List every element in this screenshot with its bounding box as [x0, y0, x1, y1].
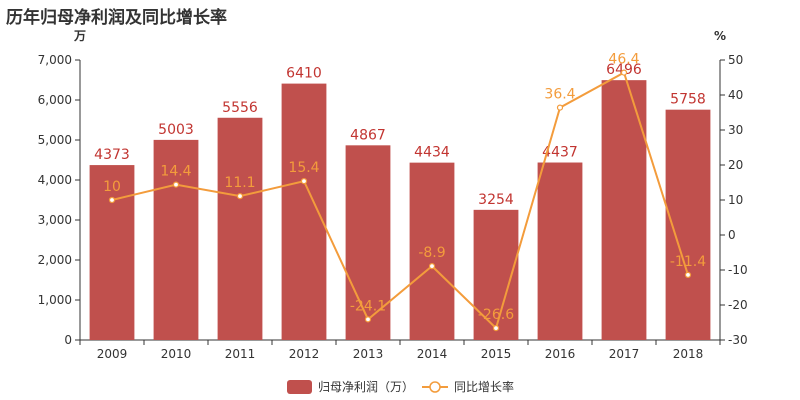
y-right-tick-label: -30	[728, 333, 748, 347]
bar	[537, 162, 583, 340]
x-tick-label: 2015	[481, 347, 512, 361]
y-right-tick-label: -20	[728, 298, 748, 312]
y-left-tick-label: 6,000	[38, 93, 72, 107]
line-point	[108, 196, 116, 204]
y-left-tick-label: 4,000	[38, 173, 72, 187]
y-right-tick-label: 20	[728, 158, 743, 172]
line-data-label: -26.6	[478, 307, 514, 323]
x-tick-label: 2017	[609, 347, 640, 361]
y-right-tick-label: 30	[728, 123, 743, 137]
x-tick-label: 2011	[225, 347, 256, 361]
bar	[409, 162, 455, 340]
line-data-label: 14.4	[160, 164, 191, 180]
bar	[89, 165, 135, 340]
y-right-tick-label: -10	[728, 263, 748, 277]
bar-data-label: 4434	[414, 145, 450, 161]
y-left-tick-label: 5,000	[38, 133, 72, 147]
line-data-label: 11.1	[224, 175, 255, 191]
legend-line-label: 同比增长率	[454, 379, 514, 394]
line-data-label: 10	[103, 179, 121, 195]
y-left-tick-label: 0	[64, 333, 72, 347]
x-tick-label: 2013	[353, 347, 384, 361]
line-point	[428, 263, 436, 270]
line-data-label: 15.4	[288, 160, 319, 176]
bar-data-label: 3254	[478, 192, 514, 208]
y-left-tick-label: 2,000	[38, 253, 72, 267]
chart-title: 历年归母净利润及同比增长率	[6, 8, 227, 28]
bar	[153, 139, 199, 340]
line-point	[364, 316, 372, 323]
y-right-tick-label: 50	[728, 53, 743, 67]
y-left-tick-label: 3,000	[38, 213, 72, 227]
bar	[217, 117, 263, 340]
bar-data-label: 5758	[670, 92, 706, 108]
y-left-tick-label: 7,000	[38, 53, 72, 67]
y-left-unit: 万	[73, 29, 86, 43]
y-right-unit: %	[714, 29, 726, 43]
x-tick-label: 2014	[417, 347, 448, 361]
growth-rate-line	[111, 71, 689, 330]
bar	[281, 83, 327, 340]
x-tick-label: 2018	[673, 347, 704, 361]
y-left-tick-label: 1,000	[38, 293, 72, 307]
y-right-tick-label: 10	[728, 193, 743, 207]
line-point	[172, 181, 180, 188]
bar-data-label: 5556	[222, 100, 258, 116]
y-right-tick-label: 40	[728, 88, 743, 102]
line-point	[492, 325, 500, 332]
bar-data-label: 4437	[542, 145, 578, 161]
bar-data-label: 4867	[350, 127, 386, 143]
x-tick-label: 2016	[545, 347, 576, 361]
line-data-label: -11.4	[670, 254, 706, 270]
line-point	[236, 193, 244, 200]
line-data-label: 46.4	[608, 52, 639, 68]
bar-data-label: 4373	[94, 147, 130, 163]
bar	[601, 80, 647, 340]
line-data-label: -24.1	[350, 298, 386, 314]
line-data-label: -8.9	[418, 245, 445, 261]
y-right-tick-label: 0	[728, 228, 736, 242]
legend-bar-label: 归母净利润（万）	[318, 380, 414, 394]
bar-data-label: 5003	[158, 122, 194, 138]
line-point	[556, 104, 564, 111]
x-tick-label: 2010	[161, 347, 192, 361]
line-point	[620, 69, 628, 76]
legend-bar-swatch	[287, 380, 312, 394]
legend-line-marker	[429, 381, 441, 393]
bar-data-label: 6410	[286, 66, 322, 82]
line-data-label: 36.4	[544, 87, 575, 103]
line-point	[684, 271, 692, 278]
line-point	[300, 178, 308, 185]
x-tick-label: 2012	[289, 347, 320, 361]
x-tick-label: 2009	[97, 347, 128, 361]
